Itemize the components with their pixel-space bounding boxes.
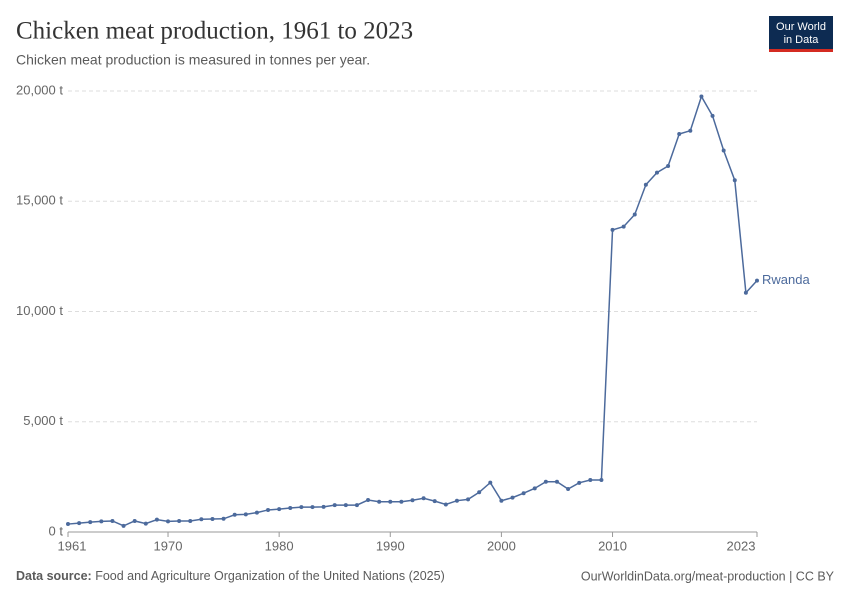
data-point — [354, 503, 359, 508]
data-point — [277, 507, 282, 512]
data-point — [343, 503, 348, 508]
data-point — [243, 512, 248, 517]
data-point — [554, 479, 559, 484]
data-point — [543, 479, 548, 484]
data-point — [232, 512, 237, 517]
data-point — [366, 498, 371, 503]
data-point — [654, 170, 659, 175]
data-point — [299, 505, 304, 510]
data-point — [466, 497, 471, 502]
data-point — [388, 499, 393, 504]
footer-link[interactable]: OurWorldinData.org/meat-production | CC … — [581, 569, 835, 583]
source-label: Data source: — [16, 569, 92, 583]
data-point — [88, 520, 93, 525]
data-point — [710, 113, 715, 118]
data-point — [743, 290, 748, 295]
data-point — [399, 499, 404, 504]
data-point — [77, 521, 82, 526]
data-point — [188, 518, 193, 523]
data-point — [721, 148, 726, 153]
data-point — [121, 523, 126, 528]
data-point — [454, 498, 459, 503]
logo-stripe — [769, 49, 833, 52]
data-point — [532, 486, 537, 491]
data-point — [477, 490, 482, 495]
logo-text: in Data — [784, 34, 820, 46]
source: Data source: Food and Agriculture Organi… — [16, 569, 445, 583]
x-tick-label: 2000 — [487, 538, 516, 553]
data-point — [221, 516, 226, 521]
data-point — [154, 517, 159, 522]
data-point — [143, 521, 148, 526]
source-text: Food and Agriculture Organization of the… — [95, 569, 445, 583]
data-point — [499, 498, 504, 503]
data-point — [566, 487, 571, 492]
data-point — [288, 505, 293, 510]
data-point — [632, 212, 637, 217]
data-point — [732, 178, 737, 183]
data-point — [699, 94, 704, 99]
x-tick-label: 2023 — [727, 538, 756, 553]
data-point — [177, 518, 182, 523]
y-tick-label: 0 t — [49, 523, 64, 538]
data-point — [666, 163, 671, 168]
data-point — [99, 519, 104, 524]
data-point — [166, 519, 171, 524]
data-point — [66, 522, 70, 527]
x-tick-label: 1990 — [376, 538, 405, 553]
data-point — [332, 503, 337, 508]
data-point — [266, 507, 271, 512]
data-point — [132, 518, 137, 523]
chart-subtitle: Chicken meat production is measured in t… — [16, 52, 370, 68]
data-point — [521, 491, 526, 496]
data-point — [577, 480, 582, 485]
y-tick-label: 20,000 t — [16, 82, 63, 97]
data-point — [432, 499, 437, 504]
data-point — [210, 516, 215, 521]
data-point — [321, 504, 326, 509]
x-tick-label: 2010 — [598, 538, 627, 553]
data-point — [610, 227, 615, 232]
data-point — [410, 498, 415, 503]
x-tick-label: 1980 — [265, 538, 294, 553]
data-point — [588, 477, 593, 482]
logo-text: Our World — [776, 21, 826, 33]
data-point — [199, 517, 204, 522]
y-tick-label: 15,000 t — [16, 193, 63, 208]
data-point — [443, 502, 448, 507]
logo-box — [769, 16, 833, 52]
data-point — [377, 499, 382, 504]
data-point — [755, 278, 759, 283]
data-point — [599, 477, 604, 482]
data-point — [254, 510, 259, 515]
y-tick-label: 10,000 t — [16, 303, 63, 318]
data-point — [421, 496, 426, 501]
y-tick-label: 5,000 t — [23, 413, 63, 428]
data-point — [677, 131, 682, 136]
data-point — [488, 480, 493, 485]
logo[interactable]: Our World in Data — [769, 16, 833, 52]
data-point — [688, 128, 693, 133]
data-point — [510, 495, 515, 500]
x-tick-label: 1970 — [154, 538, 183, 553]
series-label: Rwanda — [762, 272, 810, 287]
chart-title: Chicken meat production, 1961 to 2023 — [16, 18, 413, 45]
data-point — [643, 182, 648, 187]
data-point — [310, 505, 315, 510]
data-point — [621, 224, 626, 229]
x-tick-label: 1961 — [58, 538, 87, 553]
data-point — [110, 518, 115, 523]
